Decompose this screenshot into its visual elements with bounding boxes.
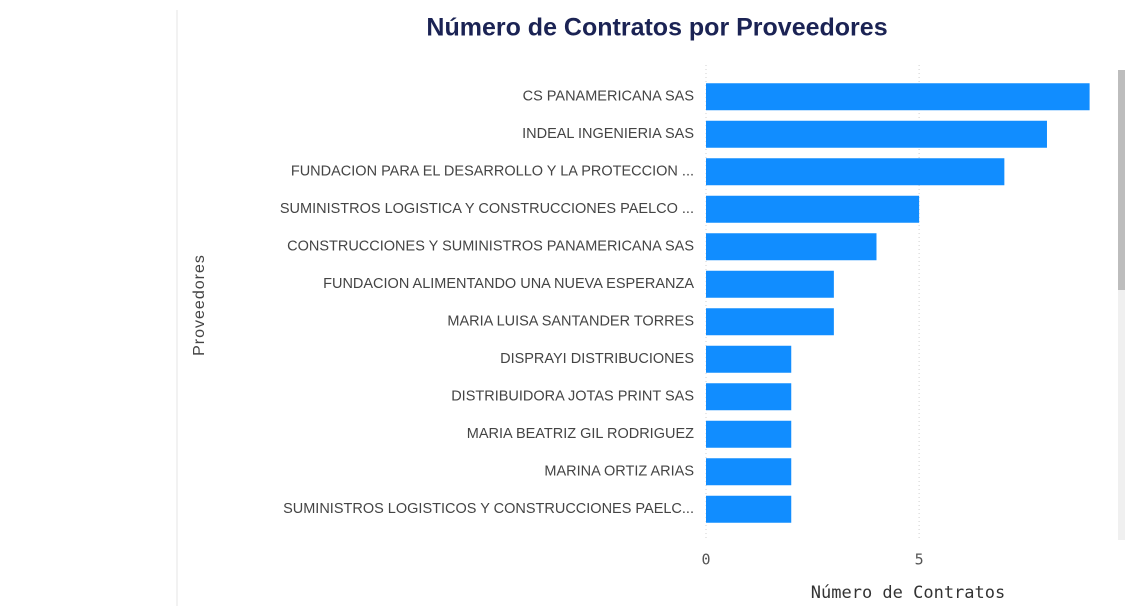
bar [706,158,1005,186]
x-tick-label: 5 [915,551,924,569]
scrollbar-thumb[interactable] [1118,70,1125,290]
y-tick-label: SUMINISTROS LOGISTICA Y CONSTRUCCIONES P… [280,201,694,217]
bar [706,195,920,223]
x-axis-label: Número de Contratos [811,583,1005,603]
y-tick-label: SUMINISTROS LOGISTICOS Y CONSTRUCCIONES … [283,501,694,517]
bar [706,420,792,448]
y-tick-label: CONSTRUCCIONES Y SUMINISTROS PANAMERICAN… [287,239,694,255]
chart-title: Número de Contratos por Proveedores [426,14,887,42]
y-axis-label: Proveedores [191,254,208,356]
scrollbar-track [1118,70,1125,540]
bar [706,233,877,261]
bar [706,495,792,523]
bar [706,270,834,298]
y-tick-label: MARIA BEATRIZ GIL RODRIGUEZ [467,426,694,442]
bar [706,345,792,373]
y-tick-label: FUNDACION PARA EL DESARROLLO Y LA PROTEC… [291,164,694,180]
y-tick-label: DISTRIBUIDORA JOTAS PRINT SAS [451,389,694,405]
y-tick-label: MARIA LUISA SANTANDER TORRES [447,314,694,330]
y-tick-label: FUNDACION ALIMENTANDO UNA NUEVA ESPERANZ… [323,276,694,292]
y-tick-label: CS PANAMERICANA SAS [523,89,694,105]
y-tick-label: INDEAL INGENIERIA SAS [522,126,694,142]
bar [706,83,1090,111]
bar [706,458,792,486]
bar [706,120,1047,148]
bar [706,383,792,411]
y-tick-label: MARINA ORTIZ ARIAS [544,464,694,480]
bar [706,308,834,336]
y-tick-label: DISPRAYI DISTRIBUCIONES [500,351,694,367]
x-tick-label: 0 [701,551,710,569]
